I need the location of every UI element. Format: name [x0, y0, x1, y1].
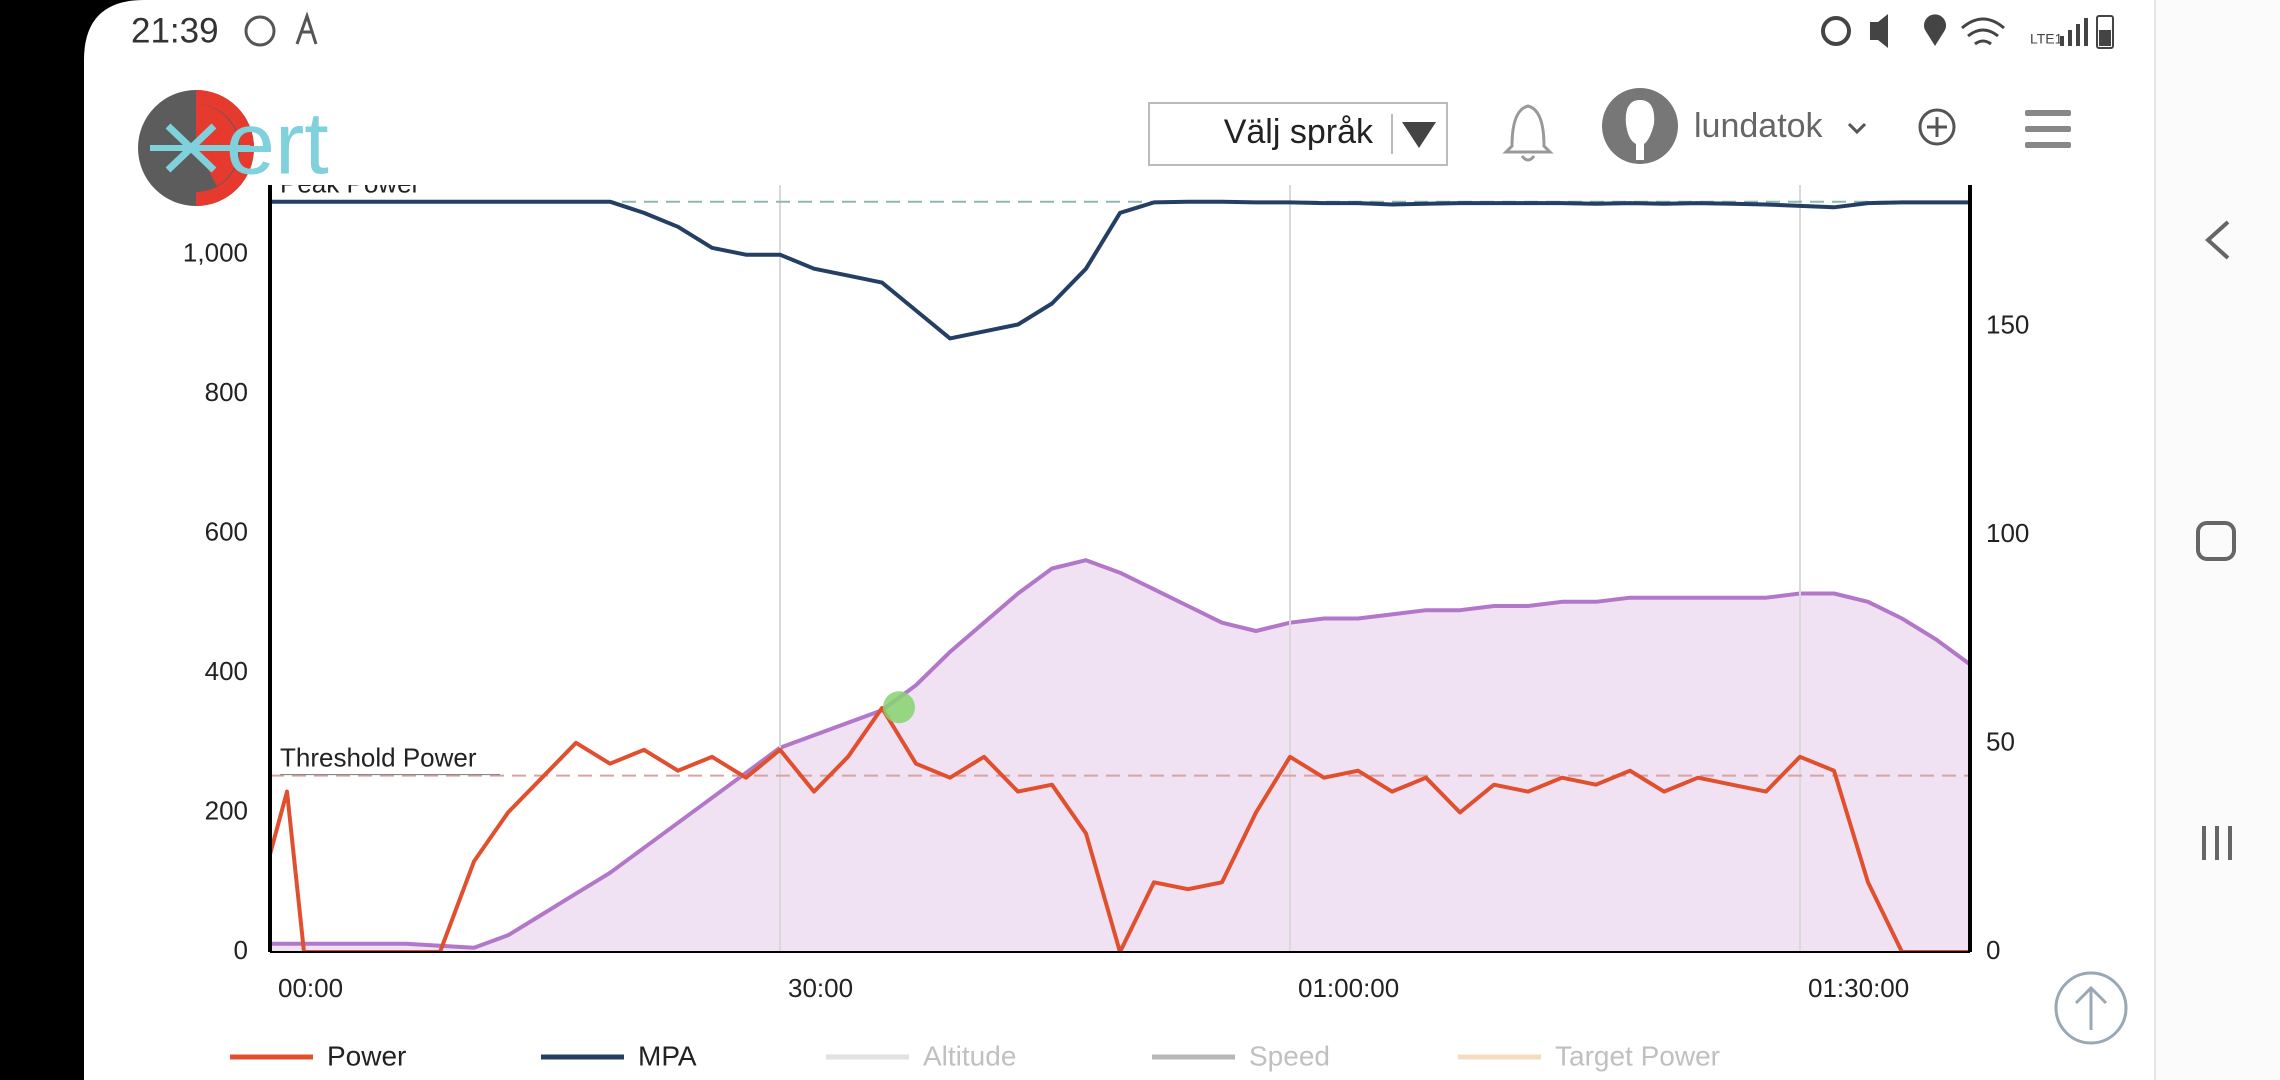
recents-button[interactable] [2202, 826, 2232, 860]
legend-label: Altitude [923, 1040, 1016, 1071]
language-select[interactable] [1148, 102, 1448, 166]
back-button[interactable] [2205, 220, 2230, 260]
y-tick-label: 600 [205, 517, 248, 547]
scroll-top-button[interactable] [2054, 971, 2128, 1045]
reference-label: Threshold Power [280, 742, 477, 772]
legend-label: MPA [638, 1040, 697, 1071]
status-icons: LTE1 [1821, 14, 2114, 49]
status-time: 21:39 [131, 11, 219, 50]
logo-text: ert [226, 93, 329, 192]
legend-label: Target Power [1555, 1040, 1720, 1071]
username[interactable]: lundatok [1694, 107, 1824, 145]
legend-label: Power [327, 1040, 406, 1071]
area-fill [270, 560, 1970, 952]
legend-label: Speed [1249, 1040, 1330, 1071]
reference-label: Peak Power [280, 169, 421, 199]
y-tick-label: 400 [205, 656, 248, 686]
network-label: LTE1 [2030, 31, 2063, 47]
y2-tick-label: 0 [1986, 935, 2000, 965]
series-line [270, 706, 1970, 952]
language-select-label: Välj språk [1224, 113, 1374, 151]
xert-logo[interactable]: ert [138, 90, 329, 206]
y2-tick-label: 150 [1986, 310, 2029, 340]
y-tick-label: 1,000 [183, 238, 248, 268]
whatsapp-icon [244, 15, 276, 47]
y-tick-label: 800 [205, 377, 248, 407]
highlight-point [883, 691, 915, 724]
home-button[interactable] [2196, 521, 2236, 561]
x-tick-label: 00:00 [278, 973, 343, 1003]
notifications-button[interactable] [1502, 104, 1554, 162]
avatar-figure [1625, 100, 1655, 160]
select-arrow [1402, 122, 1436, 148]
x-tick-label: 01:30:00 [1808, 973, 1909, 1003]
y2-tick-label: 100 [1986, 518, 2029, 548]
chart: 00:00 30:00 01:00:00 01:30:00 Peak Power Thre… [183, 169, 2029, 1071]
nav-icon [295, 11, 318, 45]
series-line [270, 199, 1970, 341]
x-tick-label: 30:00 [788, 973, 853, 1003]
y2-tick-label: 50 [1986, 726, 2015, 756]
x-tick-label: 01:00:00 [1298, 973, 1399, 1003]
nav-bar [2155, 0, 2280, 1080]
area-line [270, 558, 1970, 950]
menu-button[interactable] [2025, 110, 2071, 148]
y-tick-label: 200 [205, 795, 248, 825]
add-button[interactable] [1918, 108, 1956, 146]
user-menu-chevron[interactable] [1847, 122, 1867, 135]
y-tick-label: 0 [234, 935, 248, 965]
